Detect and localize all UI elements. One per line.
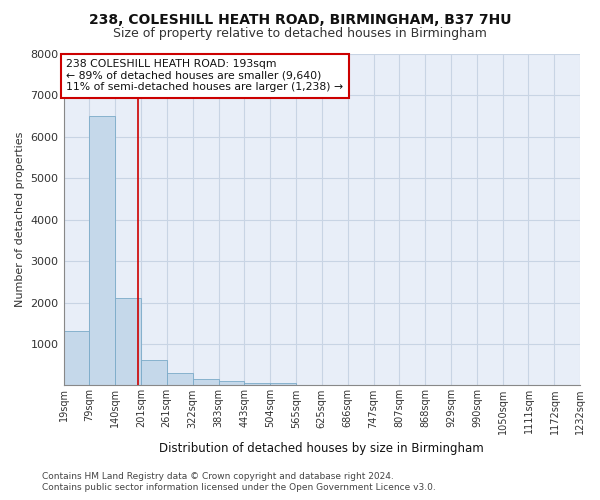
Y-axis label: Number of detached properties: Number of detached properties <box>15 132 25 308</box>
X-axis label: Distribution of detached houses by size in Birmingham: Distribution of detached houses by size … <box>160 442 484 455</box>
Text: Contains HM Land Registry data © Crown copyright and database right 2024.: Contains HM Land Registry data © Crown c… <box>42 472 394 481</box>
Bar <box>64 330 89 386</box>
Bar <box>218 381 244 386</box>
Bar <box>115 298 141 386</box>
Bar <box>167 373 193 386</box>
Text: Size of property relative to detached houses in Birmingham: Size of property relative to detached ho… <box>113 28 487 40</box>
Text: 238 COLESHILL HEATH ROAD: 193sqm
← 89% of detached houses are smaller (9,640)
11: 238 COLESHILL HEATH ROAD: 193sqm ← 89% o… <box>66 59 343 92</box>
Text: 238, COLESHILL HEATH ROAD, BIRMINGHAM, B37 7HU: 238, COLESHILL HEATH ROAD, BIRMINGHAM, B… <box>89 12 511 26</box>
Bar <box>141 360 167 386</box>
Text: Contains public sector information licensed under the Open Government Licence v3: Contains public sector information licen… <box>42 484 436 492</box>
Bar <box>244 383 270 386</box>
Bar <box>270 383 296 386</box>
Bar <box>193 379 218 386</box>
Bar <box>89 116 115 386</box>
